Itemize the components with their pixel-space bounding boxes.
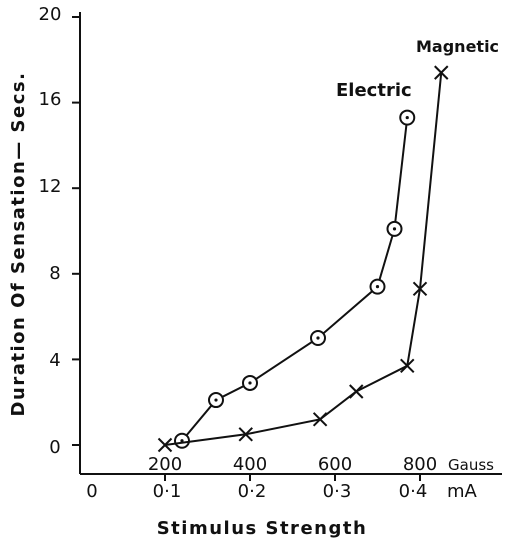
magnetic-data-point	[157, 437, 173, 453]
x-tick-label-ma: 0·2	[238, 481, 267, 502]
magnetic-data-point	[412, 281, 428, 296]
x-tick-label-ma: 0·3	[323, 481, 352, 502]
magnetic-markers	[157, 65, 449, 453]
magnetic-data-point	[312, 412, 328, 427]
x-unit-ma: mA	[447, 481, 478, 502]
series-magnetic	[157, 65, 449, 453]
series-electric	[174, 109, 416, 449]
magnetic-data-point	[349, 384, 364, 399]
series-label-magnetic: Magnetic	[416, 37, 499, 56]
magnetic-series-line	[164, 72, 443, 446]
x-tick-label-ma: 0	[86, 481, 97, 502]
electric-data-point	[208, 392, 224, 409]
y-axis-ticks	[72, 16, 80, 446]
y-axis-tick-labels: 0 4 8 12 16 20	[39, 4, 62, 458]
y-axis-label: Duration Of Sensation— Secs.	[8, 72, 29, 417]
x-tick-label-gauss: 200	[148, 454, 182, 475]
y-tick-label: 0	[49, 437, 60, 458]
magnetic-data-point	[238, 427, 253, 442]
magnetic-data-point	[400, 358, 415, 374]
x-unit-gauss: Gauss	[448, 456, 494, 474]
magnetic-data-point	[434, 65, 449, 80]
y-tick-label: 12	[39, 176, 62, 197]
x-axis-ticks	[164, 474, 421, 481]
series-label-electric: Electric	[336, 80, 412, 101]
x-tick-label-gauss: 600	[318, 454, 352, 475]
electric-data-point	[174, 432, 190, 449]
electric-data-point	[399, 109, 416, 126]
y-tick-label: 20	[39, 4, 62, 25]
x-axis-tick-labels-ma: 0 0·1 0·2 0·3 0·4 mA	[86, 481, 477, 502]
x-tick-label-ma: 0·1	[153, 481, 182, 502]
electric-data-point	[369, 278, 386, 295]
y-tick-label: 4	[49, 350, 60, 371]
electric-data-point	[310, 330, 326, 346]
x-axis-label: Stimulus Strength	[157, 518, 368, 539]
y-tick-label: 16	[39, 89, 62, 110]
electric-data-point	[242, 374, 258, 391]
y-tick-label: 8	[49, 263, 60, 284]
x-axis-tick-labels-gauss: 200 400 600 800 Gauss	[148, 454, 494, 475]
x-tick-label-gauss: 400	[233, 454, 267, 475]
x-tick-label-gauss: 800	[403, 454, 437, 475]
x-tick-label-ma: 0·4	[399, 481, 428, 502]
electric-data-point	[386, 220, 403, 237]
electric-markers	[174, 109, 416, 449]
